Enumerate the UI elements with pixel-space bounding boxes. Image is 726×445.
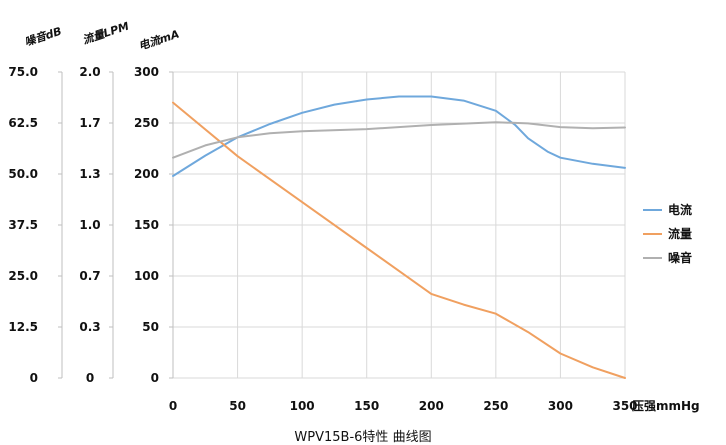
y-tick-label: 250 — [134, 116, 159, 130]
y-tick-label: 37.5 — [8, 218, 38, 232]
y-axis-title: 电流mA — [137, 28, 181, 53]
grid — [172, 71, 626, 379]
series-lines — [172, 95, 626, 379]
x-tick-label: 250 — [483, 399, 508, 413]
y-tick-label: 50 — [142, 320, 159, 334]
y-tick-label: 200 — [134, 167, 159, 181]
x-tick-label: 350 — [612, 399, 637, 413]
legend-label: 电流 — [668, 202, 692, 217]
chart-caption: WPV15B-6特性 曲线图 — [294, 430, 431, 445]
y-tick-label: 62.5 — [8, 116, 38, 130]
y-tick-label: 100 — [134, 269, 159, 283]
y-tick-label: 0.3 — [79, 320, 100, 334]
x-tick-label: 300 — [548, 399, 573, 413]
y-tick-label: 0.7 — [79, 269, 100, 283]
y-tick-label: 25.0 — [8, 269, 38, 283]
x-tick-label: 50 — [229, 399, 246, 413]
y-tick-label: 12.5 — [8, 320, 38, 334]
series-line — [172, 101, 626, 379]
x-axis-label: 压强mmHg — [632, 399, 700, 413]
series-line — [172, 121, 626, 159]
x-tick-label: 0 — [169, 399, 177, 413]
y-tick-label: 75.0 — [8, 65, 38, 79]
legend-label: 噪音 — [668, 250, 692, 265]
y-axis-title: 流量LPM — [81, 20, 131, 47]
y-tick-label: 1.0 — [79, 218, 100, 232]
y-tick-label: 1.3 — [79, 167, 100, 181]
y-tick-label: 2.0 — [79, 65, 100, 79]
x-tick-label: 100 — [290, 399, 315, 413]
x-tick-label: 200 — [419, 399, 444, 413]
axes: 75.0 62.5 50.0 37.5 25.0 12.5 0 噪音dB 2.0 1.7 1.3 1.… — [8, 20, 637, 413]
y-tick-label: 50.0 — [8, 167, 38, 181]
y-tick-label: 1.7 — [79, 116, 100, 130]
y-tick-label: 0 — [30, 371, 38, 385]
y-tick-label: 300 — [134, 65, 159, 79]
legend-label: 流量 — [668, 226, 692, 241]
y-tick-label: 0 — [151, 371, 159, 385]
series-line — [172, 95, 626, 177]
y-axis-title: 噪音dB — [23, 25, 63, 49]
y-tick-label: 150 — [134, 218, 159, 232]
x-tick-label: 150 — [354, 399, 379, 413]
y-tick-label: 0 — [86, 371, 94, 385]
